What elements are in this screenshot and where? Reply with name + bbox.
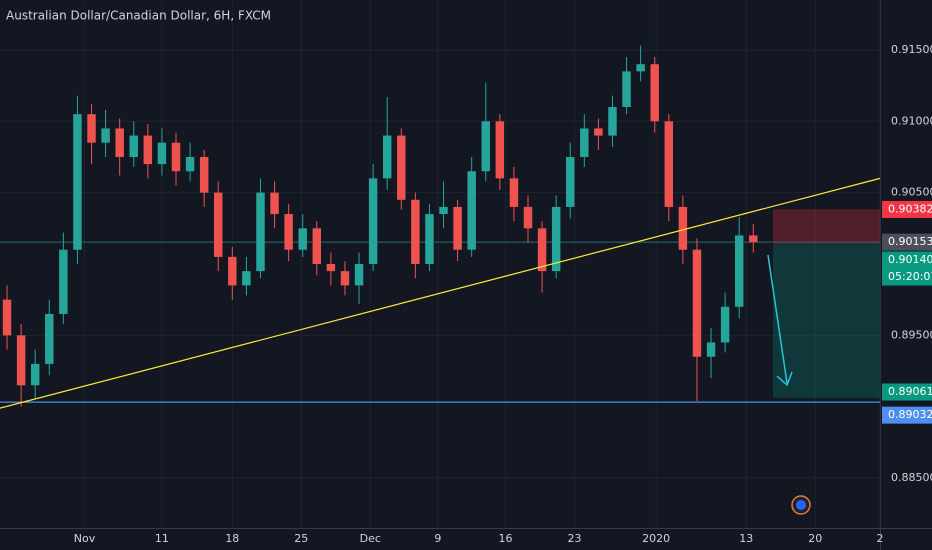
x-tick-label: 11: [155, 532, 169, 545]
candle-body: [664, 121, 674, 207]
candle-body: [59, 249, 68, 314]
target-zone: [772, 244, 880, 398]
plot: [0, 45, 881, 409]
candle-body: [650, 64, 659, 122]
candle-body: [284, 214, 293, 250]
x-tick-label: 20: [808, 532, 822, 545]
x-tick-label: 18: [225, 532, 239, 545]
target-tag: [882, 383, 932, 401]
candle-body: [594, 128, 603, 136]
candle-body: [537, 228, 547, 272]
last-price-label: 0.90153: [888, 235, 932, 248]
candle-body: [242, 271, 251, 286]
candle-body: [692, 249, 702, 357]
candle-body: [425, 214, 434, 264]
entry-label: 0.90140: [888, 253, 932, 266]
stop-label: 0.90382: [888, 202, 932, 215]
candle-body: [270, 192, 279, 215]
candle-body: [30, 363, 40, 386]
y-tick-label: 0.90500: [891, 186, 932, 199]
x-tick-label: Nov: [74, 532, 96, 545]
candle-body: [312, 228, 322, 264]
candle-body: [199, 156, 209, 193]
y-tick-label: 0.88500: [891, 471, 932, 484]
countdown: 05:20:07: [888, 270, 932, 283]
candle-body: [523, 206, 533, 229]
y-tick-label: 0.91500: [891, 43, 932, 56]
chart-title: Australian Dollar/Canadian Dollar, 6H, F…: [6, 9, 271, 23]
arrow-shaft: [767, 254, 788, 384]
candle-body: [298, 228, 307, 250]
candle-body: [143, 135, 153, 165]
y-tick-label: 0.91000: [891, 114, 932, 127]
candle-body: [368, 178, 378, 264]
candle-body: [734, 235, 744, 307]
candle-body: [101, 128, 110, 143]
candle-body: [481, 121, 490, 172]
candle-body: [580, 128, 589, 157]
trend-line: [0, 177, 881, 409]
candle-body: [2, 299, 12, 336]
x-tick-label: Dec: [360, 532, 381, 545]
candle-body: [706, 342, 716, 357]
candle-body: [382, 135, 392, 179]
candle-body: [495, 121, 505, 179]
horizontal-line-tag: [882, 406, 932, 424]
candle-body: [439, 206, 448, 215]
x-tick-label: 2: [877, 532, 884, 545]
candle-body: [749, 235, 758, 243]
candle-body: [720, 306, 730, 343]
candle-body: [73, 114, 82, 250]
candle-body: [608, 107, 617, 136]
target-label: 0.89061: [888, 385, 932, 398]
last-price-tag: [882, 233, 932, 251]
candle-body: [566, 156, 575, 207]
candle-body: [411, 199, 420, 264]
candle-body: [622, 71, 631, 108]
candle-body: [636, 64, 645, 72]
overlay: [767, 254, 811, 515]
candle-body: [16, 335, 26, 386]
candle-body: [228, 256, 237, 286]
candle-body: [256, 192, 265, 272]
candle-body: [115, 128, 124, 157]
stop-tag: [882, 200, 932, 218]
arrow-head: [776, 371, 793, 387]
x-tick-label: 23: [567, 532, 581, 545]
candle-body: [354, 264, 364, 286]
candle-body: [397, 135, 406, 200]
x-tick-label: 13: [739, 532, 753, 545]
logo-core: [796, 500, 806, 510]
x-tick-label: 9: [434, 532, 441, 545]
candle-body: [214, 192, 223, 257]
y-tick-label: 0.89500: [891, 328, 932, 341]
candle-body: [157, 142, 167, 165]
candle-body: [678, 206, 688, 250]
candle-body: [326, 264, 336, 272]
entry-tag: [882, 251, 932, 286]
candle-body: [129, 135, 138, 157]
candle-body: [185, 156, 195, 172]
candle-body: [467, 171, 476, 250]
candle-body: [87, 114, 96, 143]
candle-body: [45, 313, 54, 364]
x-tick-label: 2020: [642, 532, 670, 545]
candle-body: [453, 206, 462, 250]
candle-body: [551, 206, 561, 272]
x-tick-label: 16: [498, 532, 512, 545]
candle-body: [171, 142, 181, 172]
candle-body: [509, 178, 519, 207]
axis: 0.88500 0.89500 0.90500 0.91000 0.91500 Nov 11…: [74, 43, 932, 545]
candle-body: [340, 271, 350, 286]
horizontal-line-label: 0.89032: [888, 408, 932, 421]
x-tick-label: 25: [294, 532, 308, 545]
stop-zone: [772, 209, 880, 245]
